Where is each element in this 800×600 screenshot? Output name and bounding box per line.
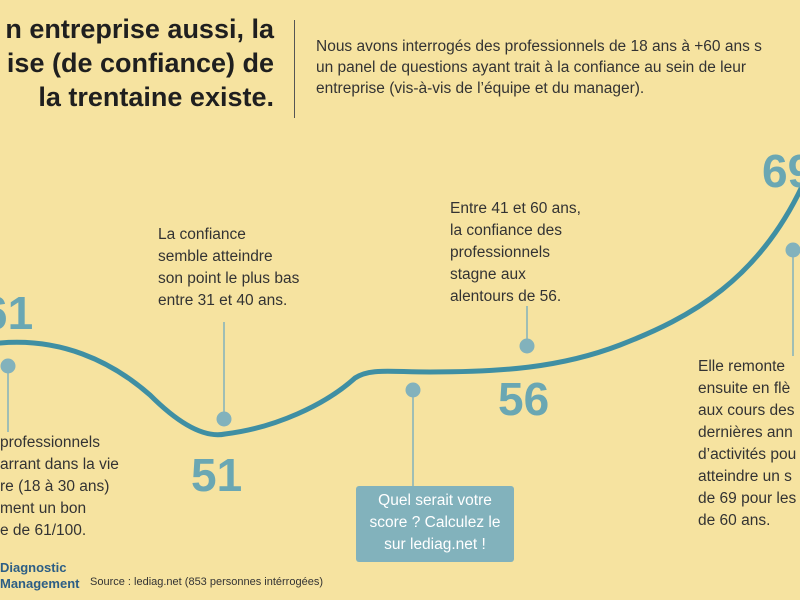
score-cta-box[interactable]: Quel serait votre score ? Calculez le su… xyxy=(356,486,514,562)
note-line: alentours de 56. xyxy=(450,288,562,305)
note-line: dernières ann xyxy=(698,424,793,441)
note-line: son point le plus bas xyxy=(158,270,300,287)
headline-line: la trentaine existe. xyxy=(38,82,274,112)
cta-marker xyxy=(405,382,421,398)
headline: n entreprise aussi, la ise (de confiance… xyxy=(0,12,274,114)
data-point-61 xyxy=(0,358,16,374)
note-line: ensuite en flè xyxy=(698,380,791,397)
intro-line: un panel de questions ayant trait à la c… xyxy=(316,59,746,76)
value-label-56: 56 xyxy=(498,373,550,425)
note-41-60: Entre 41 et 60 ans, la confiance des pro… xyxy=(450,198,581,308)
note-60-plus: Elle remonte ensuite en flè aux cours de… xyxy=(698,356,800,532)
data-point-69 xyxy=(785,242,800,258)
cta-line: score ? Calculez le xyxy=(369,514,501,531)
intro-line: entreprise (vis-à-vis de l’équipe et du … xyxy=(316,80,645,97)
note-line: d’activités pou xyxy=(698,446,797,463)
intro-text: Nous avons interrogés des professionnels… xyxy=(316,36,800,99)
note-31-40: La confiance semble atteindre son point … xyxy=(158,224,299,312)
note-line: professionnels xyxy=(450,244,550,261)
cta-line: Quel serait votre xyxy=(378,492,492,509)
value-label-61: 61 xyxy=(0,287,34,339)
note-line: Elle remonte xyxy=(698,358,786,375)
note-line: Entre 41 et 60 ans, xyxy=(450,200,581,217)
headline-line: n entreprise aussi, la xyxy=(5,14,274,44)
value-label-51: 51 xyxy=(191,449,243,501)
note-line: e de 61/100. xyxy=(0,522,87,539)
cta-line: sur lediag.net ! xyxy=(384,536,486,553)
value-label-69: 69 xyxy=(762,145,800,197)
note-line: de 60 ans. xyxy=(698,512,771,529)
note-line: arrant dans la vie xyxy=(0,456,119,473)
note-line: semble atteindre xyxy=(158,248,273,265)
note-line: entre 31 et 40 ans. xyxy=(158,292,288,309)
note-line: stagne aux xyxy=(450,266,526,283)
note-line: re (18 à 30 ans) xyxy=(0,478,110,495)
note-line: ment un bon xyxy=(0,500,87,517)
note-18-30: professionnels arrant dans la vie re (18… xyxy=(0,432,119,542)
divider xyxy=(294,20,295,118)
note-line: La confiance xyxy=(158,226,246,243)
note-line: atteindre un s xyxy=(698,468,792,485)
brand-line: Management xyxy=(0,576,80,591)
source-note: Source : lediag.net (853 personnes intér… xyxy=(90,576,323,588)
brand-logo-text: Diagnostic Management xyxy=(0,560,79,592)
data-point-51 xyxy=(216,411,232,427)
headline-line: ise (de confiance) de xyxy=(6,48,274,78)
note-line: la confiance des xyxy=(450,222,563,239)
intro-line: Nous avons interrogés des professionnels… xyxy=(316,38,762,55)
note-line: professionnels xyxy=(0,434,100,451)
data-point-56 xyxy=(519,338,535,354)
brand-line: Diagnostic xyxy=(0,560,67,575)
trust-curve xyxy=(0,184,800,438)
note-line: aux cours des xyxy=(698,402,795,419)
note-line: de 69 pour les xyxy=(698,490,797,507)
